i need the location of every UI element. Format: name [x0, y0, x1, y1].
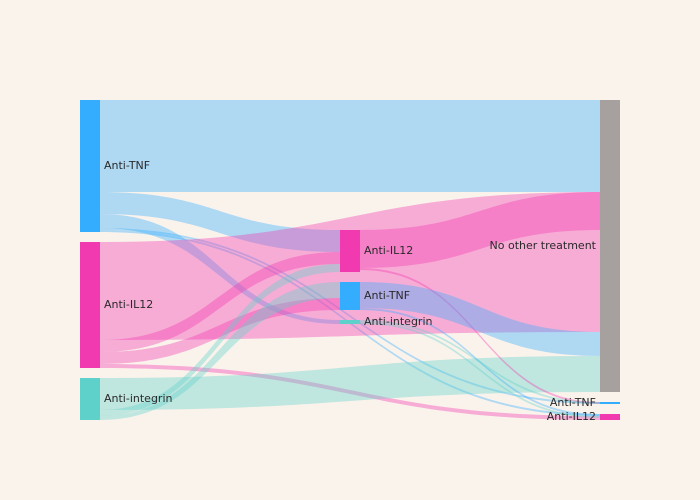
node-label-s2-tnf: Anti-TNF: [364, 289, 410, 302]
link-s1-integrin-to-s2-il12: [100, 264, 340, 416]
link-s2-il12-to-none: [360, 192, 600, 268]
node-s3-il12: [600, 414, 620, 420]
sankey-nodes: Anti-TNFAnti-IL12Anti-integrinAnti-IL12A…: [80, 100, 620, 423]
node-s1-il12: [80, 242, 100, 368]
link-s2-il12-to-s3-tnf: [360, 268, 600, 404]
node-s2-il12: [340, 230, 360, 272]
link-s1-tnf-to-s3-tnf: [100, 228, 600, 404]
node-s3-tnf: [600, 402, 620, 404]
node-label-s1-tnf: Anti-TNF: [104, 159, 150, 172]
node-s1-integrin: [80, 378, 100, 420]
link-s1-tnf-to-s2-il12: [100, 192, 340, 252]
node-label-s3-none: No other treatment: [490, 239, 597, 252]
link-s2-tnf-to-none: [360, 282, 600, 356]
link-s1-tnf-to-s2-integrin: [100, 214, 340, 324]
link-s1-il12-to-s2-tnf: [100, 298, 340, 364]
node-s3-none: [600, 100, 620, 392]
node-label-s2-integrin: Anti-integrin: [364, 315, 433, 328]
node-label-s3-tnf: Anti-TNF: [550, 396, 596, 409]
link-s1-il12-to-s3-il12: [100, 364, 600, 420]
link-s1-tnf-to-none: [100, 100, 600, 192]
link-s2-integrin-to-s3-tnf: [360, 320, 600, 404]
node-label-s3-il12: Anti-IL12: [547, 410, 596, 423]
node-label-s1-il12: Anti-IL12: [104, 298, 153, 311]
node-label-s1-integrin: Anti-integrin: [104, 392, 173, 405]
node-label-s2-il12: Anti-IL12: [364, 244, 413, 257]
node-s2-integrin: [340, 320, 360, 324]
node-s1-tnf: [80, 100, 100, 232]
link-s2-tnf-to-s3-il12: [360, 308, 600, 416]
node-s2-tnf: [340, 282, 360, 310]
link-s1-integrin-to-s2-tnf: [100, 282, 340, 420]
link-s1-integrin-to-none: [100, 356, 600, 410]
link-s2-integrin-to-s3-il12: [360, 322, 600, 418]
link-s1-il12-to-s2-il12: [100, 252, 340, 352]
